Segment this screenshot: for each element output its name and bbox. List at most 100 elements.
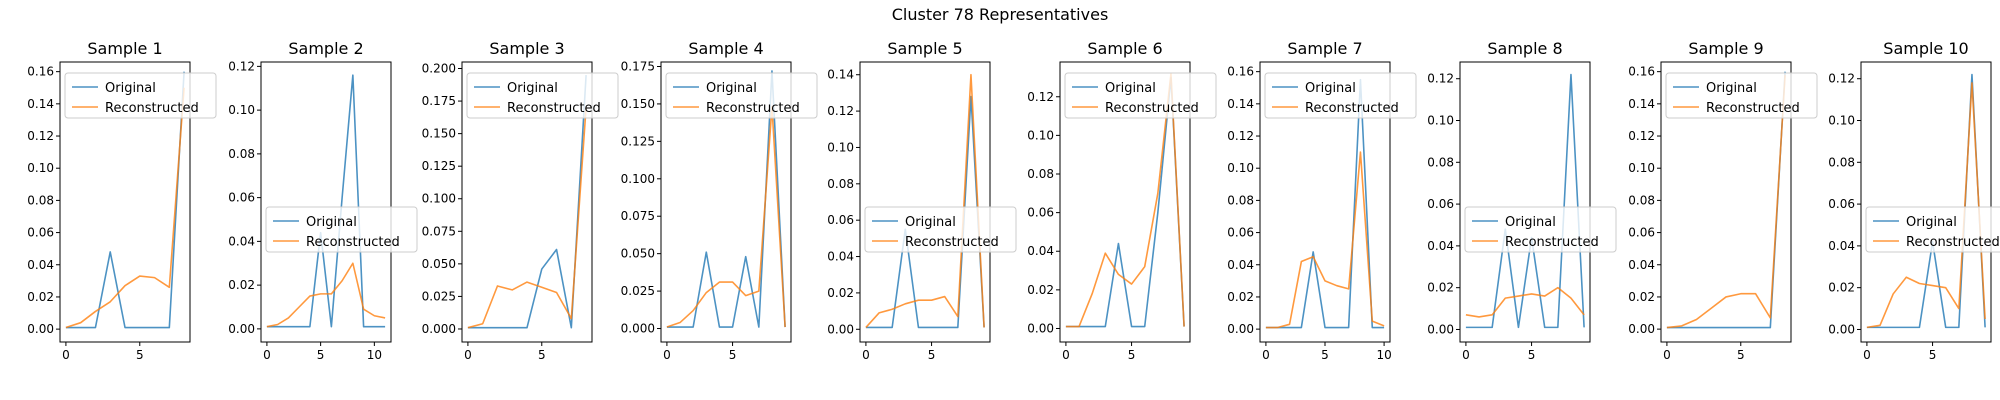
series-line-original bbox=[1265, 78, 1385, 329]
x-tick-label: 0 bbox=[62, 348, 70, 362]
y-tick-label: 0.175 bbox=[422, 94, 456, 108]
y-tick-label: 0.04 bbox=[827, 250, 854, 264]
y-tick-label: 0.10 bbox=[27, 161, 54, 175]
legend-label-reconstructed: Reconstructed bbox=[905, 235, 999, 250]
legend-label-original: Original bbox=[706, 81, 757, 96]
legend: Original Reconstructed bbox=[1464, 206, 1617, 253]
y-tick-label: 0.02 bbox=[228, 278, 255, 292]
legend: Original Reconstructed bbox=[1865, 206, 2000, 253]
y-tick-label: 0.12 bbox=[1027, 90, 1054, 104]
series-line-original bbox=[1666, 71, 1786, 329]
legend-frame bbox=[864, 206, 1017, 253]
legend-frame bbox=[466, 72, 619, 119]
legend-frame bbox=[1865, 206, 2000, 253]
y-tick-label: 0.02 bbox=[1027, 283, 1054, 297]
y-tick-label: 0.150 bbox=[621, 97, 655, 111]
y-tick-label: 0.04 bbox=[228, 234, 255, 248]
series-line-reconstructed bbox=[467, 107, 587, 329]
y-tick-label: 0.04 bbox=[1227, 258, 1254, 272]
legend-frame bbox=[1464, 206, 1617, 253]
legend-label-reconstructed: Reconstructed bbox=[1906, 235, 2000, 250]
subplot-6: Sample 6 0 5 0.00 0.02 0.04 0.06 0.08 0.10 0.12 Or… bbox=[1027, 39, 1217, 362]
legend-label-original: Original bbox=[306, 215, 357, 230]
legend: Original Reconstructed bbox=[265, 206, 418, 253]
subplot-title: Sample 6 bbox=[1087, 39, 1162, 58]
y-tick-label: 0.06 bbox=[827, 213, 854, 227]
y-tick-label: 0.025 bbox=[621, 284, 655, 298]
legend-label-original: Original bbox=[1706, 81, 1757, 96]
x-tick-label: 5 bbox=[317, 348, 325, 362]
y-tick-label: 0.14 bbox=[27, 97, 54, 111]
legend-label-original: Original bbox=[1505, 215, 1556, 230]
plot-frame bbox=[1660, 61, 1792, 343]
x-tick-label: 0 bbox=[464, 348, 472, 362]
y-tick-label: 0.00 bbox=[1427, 322, 1454, 336]
y-tick-label: 0.04 bbox=[27, 258, 54, 272]
series-line-reconstructed bbox=[1065, 72, 1185, 328]
subplot-title: Sample 9 bbox=[1688, 39, 1763, 58]
y-tick-label: 0.12 bbox=[1227, 129, 1254, 143]
legend-label-original: Original bbox=[1906, 215, 1957, 230]
subplot-4: Sample 4 0 5 0.000 0.025 0.050 0.075 0.100 0.125… bbox=[621, 39, 818, 362]
y-tick-label: 0.12 bbox=[1628, 129, 1655, 143]
y-tick-label: 0.02 bbox=[1227, 290, 1254, 304]
y-tick-label: 0.06 bbox=[1227, 226, 1254, 240]
plot-frame bbox=[1059, 61, 1191, 343]
x-tick-label: 10 bbox=[1376, 348, 1391, 362]
y-tick-label: 0.075 bbox=[621, 209, 655, 223]
y-tick-label: 0.08 bbox=[1027, 167, 1054, 181]
subplot-title: Sample 5 bbox=[887, 39, 962, 58]
y-tick-label: 0.075 bbox=[422, 224, 456, 238]
legend-label-original: Original bbox=[507, 81, 558, 96]
y-tick-label: 0.000 bbox=[621, 322, 655, 336]
y-tick-label: 0.00 bbox=[27, 322, 54, 336]
x-tick-label: 5 bbox=[1321, 348, 1329, 362]
y-tick-label: 0.00 bbox=[1027, 321, 1054, 335]
y-tick-label: 0.10 bbox=[827, 140, 854, 154]
y-tick-label: 0.04 bbox=[1427, 239, 1454, 253]
subplot-7: Sample 7 0 5 10 0.00 0.02 0.04 0.06 0.08 0.10 0.12… bbox=[1227, 39, 1417, 362]
chart-suptitle: Cluster 78 Representatives bbox=[892, 5, 1109, 24]
y-tick-label: 0.10 bbox=[1027, 128, 1054, 142]
legend-label-reconstructed: Reconstructed bbox=[1706, 101, 1800, 116]
legend-label-original: Original bbox=[1105, 81, 1156, 96]
y-tick-label: 0.200 bbox=[422, 62, 456, 76]
y-tick-label: 0.12 bbox=[228, 59, 255, 73]
y-tick-label: 0.150 bbox=[422, 127, 456, 141]
legend: Original Reconstructed bbox=[864, 206, 1017, 253]
x-tick-label: 5 bbox=[1737, 348, 1745, 362]
series-line-reconstructed bbox=[865, 73, 985, 328]
series-line-reconstructed bbox=[1465, 286, 1585, 318]
x-tick-label: 5 bbox=[1929, 348, 1937, 362]
y-tick-label: 0.16 bbox=[1227, 65, 1254, 79]
y-tick-label: 0.10 bbox=[1828, 114, 1855, 128]
y-tick-label: 0.00 bbox=[1828, 322, 1855, 336]
subplot-title: Sample 2 bbox=[288, 39, 363, 58]
y-tick-label: 0.10 bbox=[228, 103, 255, 117]
x-tick-label: 0 bbox=[663, 348, 671, 362]
legend-label-reconstructed: Reconstructed bbox=[306, 235, 400, 250]
legend: Original Reconstructed bbox=[665, 72, 818, 119]
legend-frame bbox=[1064, 72, 1217, 119]
x-tick-label: 0 bbox=[263, 348, 271, 362]
y-tick-label: 0.02 bbox=[1828, 281, 1855, 295]
y-tick-label: 0.10 bbox=[1427, 114, 1454, 128]
legend-label-reconstructed: Reconstructed bbox=[1105, 101, 1199, 116]
series-line-original bbox=[266, 74, 386, 328]
series-line-original bbox=[1065, 76, 1185, 328]
x-tick-label: 10 bbox=[367, 348, 382, 362]
subplot-5: Sample 5 0 5 0.00 0.02 0.04 0.06 0.08 0.10 0.12 0.… bbox=[827, 39, 1017, 362]
y-tick-label: 0.08 bbox=[1427, 155, 1454, 169]
y-tick-label: 0.125 bbox=[621, 134, 655, 148]
subplot-title: Sample 10 bbox=[1883, 39, 1968, 58]
y-tick-label: 0.175 bbox=[621, 59, 655, 73]
y-tick-label: 0.06 bbox=[1628, 226, 1655, 240]
x-tick-label: 5 bbox=[1128, 348, 1136, 362]
legend: Original Reconstructed bbox=[466, 72, 619, 119]
plot-frame bbox=[859, 61, 991, 343]
y-tick-label: 0.02 bbox=[827, 286, 854, 300]
y-tick-label: 0.08 bbox=[27, 193, 54, 207]
legend-label-original: Original bbox=[1305, 81, 1356, 96]
series-line-original bbox=[1866, 73, 1986, 329]
